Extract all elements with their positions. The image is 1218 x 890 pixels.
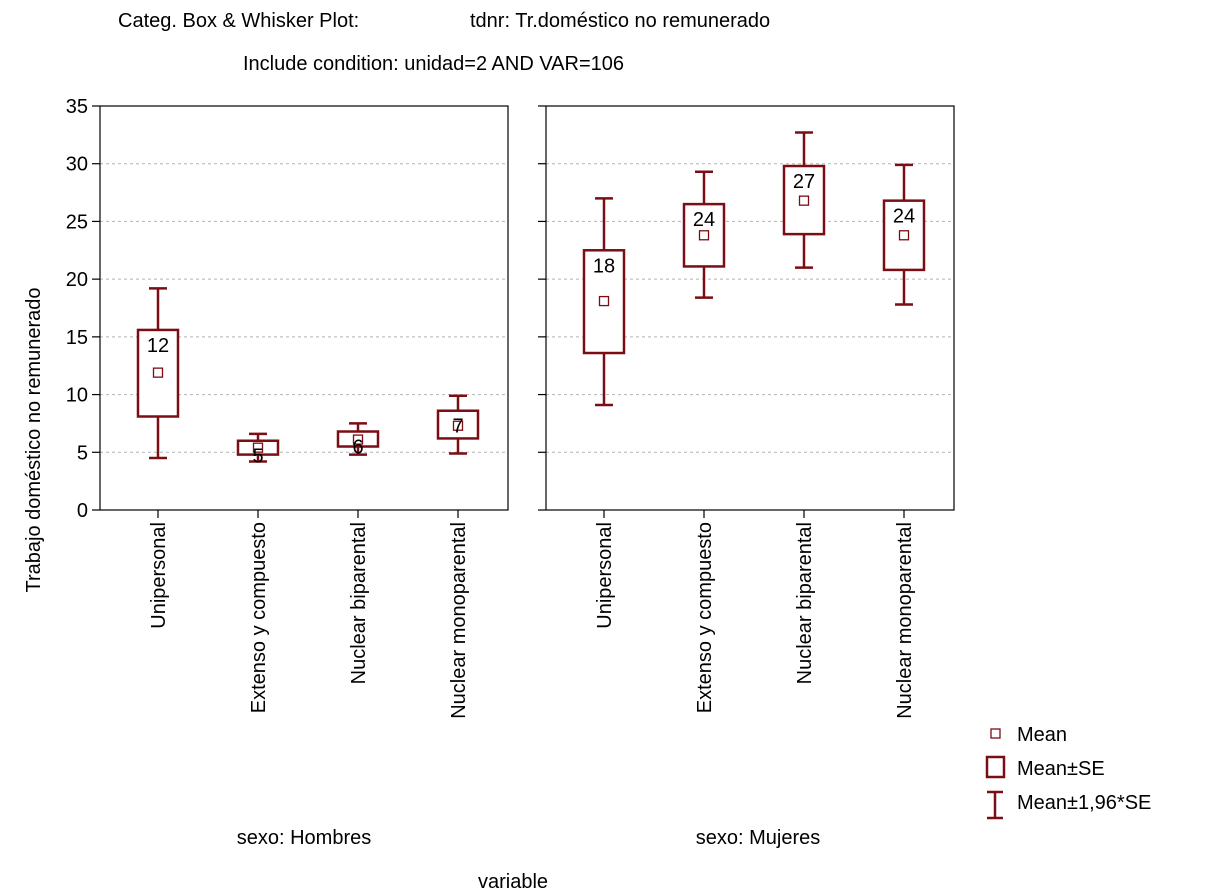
x-tick-label: Unipersonal — [594, 522, 616, 629]
legend-ci-label: Mean±1,96*SE — [1017, 792, 1151, 814]
y-tick-label: 15 — [66, 327, 88, 349]
legend-mean-label: Mean — [1017, 724, 1067, 746]
panel-hombres: sexo: Hombres Unipersonal 12 Extenso y com… — [99, 105, 509, 849]
legend-se-icon — [985, 755, 1006, 779]
chart-subtitle: Include condition: unidad=2 AND VAR=106 — [243, 53, 624, 75]
panel-frame — [545, 105, 955, 511]
x-tick-label: Nuclear biparental — [794, 522, 816, 684]
mean-marker — [798, 195, 810, 206]
mean-data-label: 18 — [593, 255, 615, 277]
mean-marker — [898, 230, 910, 241]
y-tick-label: 0 — [77, 500, 88, 522]
mean-data-label: 7 — [452, 416, 463, 438]
legend-mean-icon — [990, 728, 1001, 739]
x-tick-label: Nuclear monoparental — [448, 522, 470, 719]
x-tick-label: Nuclear monoparental — [894, 522, 916, 719]
y-tick-label: 30 — [66, 154, 88, 176]
mean-data-label: 27 — [793, 171, 815, 193]
se-box — [136, 328, 180, 418]
mean-marker — [152, 367, 164, 378]
x-tick-label: Nuclear biparental — [348, 522, 370, 684]
x-axis-label: variable — [478, 871, 548, 890]
legend: Mean Mean±SE Mean±1,96*SE — [985, 724, 1151, 820]
mean-marker — [698, 230, 710, 241]
legend-se-label: Mean±SE — [1017, 758, 1105, 780]
y-tick-label: 10 — [66, 385, 88, 407]
chart-title-variable: tdnr: Tr.doméstico no remunerado — [470, 10, 770, 32]
mean-data-label: 24 — [893, 206, 915, 228]
legend-ci-icon — [987, 790, 1003, 820]
y-tick-label: 5 — [77, 442, 88, 464]
x-tick-label: Extenso y compuesto — [248, 522, 270, 713]
y-tick-label: 25 — [66, 211, 88, 233]
mean-data-label: 6 — [352, 437, 363, 459]
mean-marker — [252, 442, 264, 453]
panel-frame — [99, 105, 509, 511]
mean-marker — [598, 295, 610, 307]
mean-marker — [452, 420, 464, 431]
mean-data-label: 24 — [693, 209, 715, 231]
x-tick-label: Extenso y compuesto — [694, 522, 716, 713]
chart-title: Categ. Box & Whisker Plot: — [118, 10, 359, 32]
panel-label: sexo: Mujeres — [696, 827, 821, 849]
y-tick-label: 20 — [66, 269, 88, 291]
panel-label: sexo: Hombres — [237, 827, 372, 849]
y-axis-label: Trabajo doméstico no remunerado — [23, 288, 45, 593]
y-tick-label: 35 — [66, 96, 88, 118]
mean-data-label: 12 — [147, 335, 169, 357]
mean-data-label: 5 — [252, 446, 263, 468]
x-tick-label: Unipersonal — [148, 522, 170, 629]
mean-marker — [352, 434, 364, 445]
y-axis: 0 5 10 15 20 25 30 35 — [66, 96, 100, 522]
panel-mujeres: sexo: Mujeres Unipersonal 18 Extenso y com… — [538, 105, 955, 849]
